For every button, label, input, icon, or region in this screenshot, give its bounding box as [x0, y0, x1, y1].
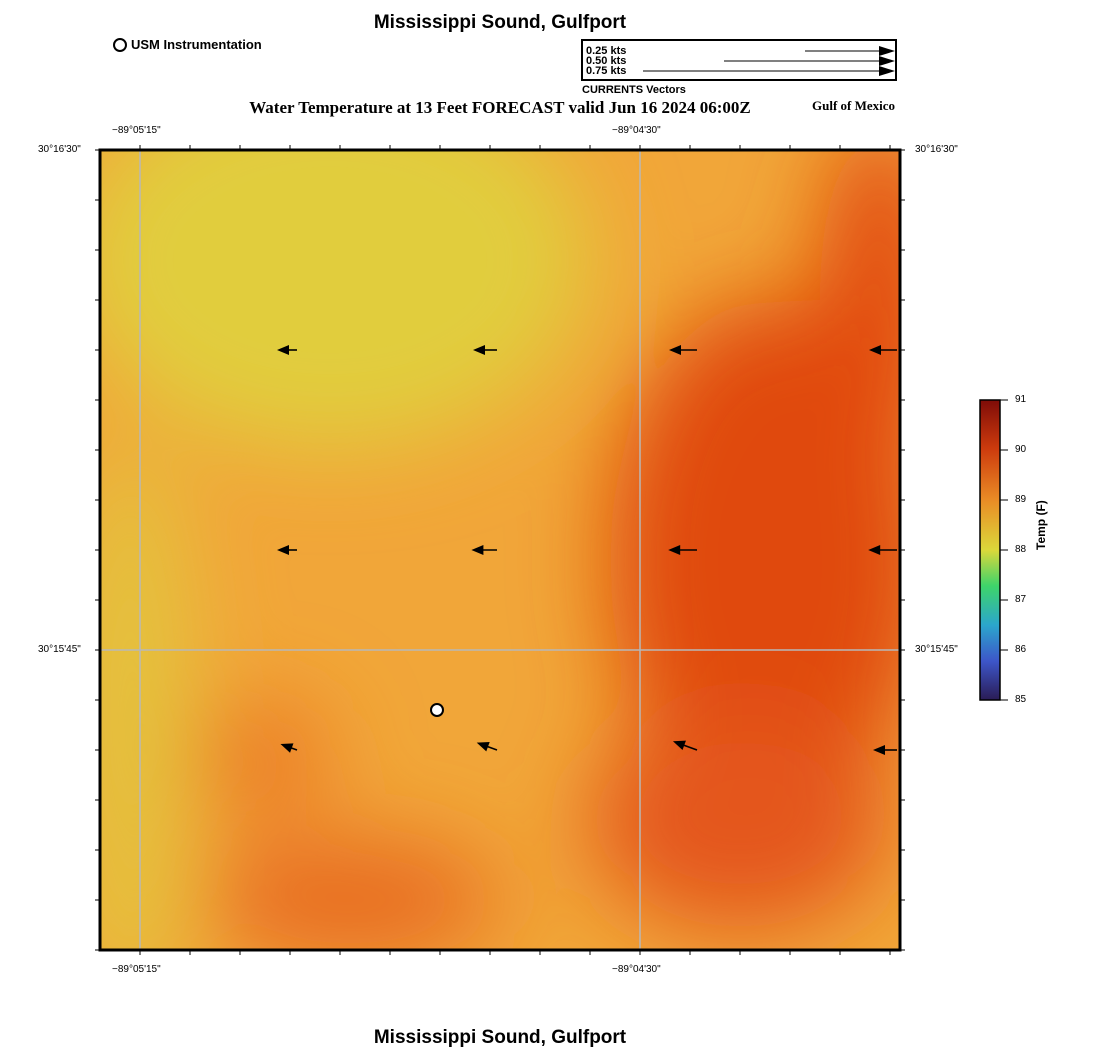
colorbar-tick-85: 85: [1015, 694, 1027, 705]
colorbar-ticks: [1000, 399, 1008, 701]
current-vector-scale: 0.25 kts 0.50 kts 0.75 kts: [581, 39, 897, 81]
current-vector-head: [473, 345, 485, 355]
right-lat-label-1: 30°16'30": [915, 144, 958, 155]
vector-caption: CURRENTS Vectors: [582, 84, 686, 96]
current-vector-head: [869, 345, 881, 355]
current-vectors: [277, 345, 897, 755]
colorbar-title: Temp (F): [1034, 500, 1048, 550]
station-marker-icon: [113, 37, 127, 52]
current-vector-head: [672, 740, 686, 751]
current-vector-head: [280, 743, 294, 753]
left-lat-label-2: 30°15'45": [38, 644, 81, 655]
vector-scale-label-3: 0.75 kts: [586, 65, 627, 77]
temperature-field: [100, 150, 900, 950]
top-lon-label-2: −89°04'30": [612, 125, 661, 136]
gridlines: [100, 150, 900, 950]
bottom-lon-label-1: −89°05'15": [112, 964, 161, 975]
current-vector-head: [668, 545, 681, 555]
axis-ticks: [95, 145, 905, 955]
colorbar-tick-86: 86: [1015, 644, 1027, 655]
current-vector-head: [476, 742, 490, 752]
colorbar-tick-89: 89: [1015, 494, 1027, 505]
top-lon-label-1: −89°05'15": [112, 125, 161, 136]
current-vector-head: [277, 345, 289, 355]
scale-arrow-head-2: [879, 56, 895, 66]
field-warm-southwest: [200, 840, 500, 950]
vector-scale-arrows: [643, 46, 895, 76]
field-yellow-zone: [100, 150, 590, 450]
current-vector-head: [471, 545, 484, 555]
current-vector-head: [669, 345, 681, 355]
colorbar-tick-87: 87: [1015, 594, 1027, 605]
right-lat-label-2: 30°15'45": [915, 644, 958, 655]
bottom-lon-label-2: −89°04'30": [612, 964, 661, 975]
map-title: Water Temperature at 13 Feet FORECAST va…: [249, 98, 751, 117]
colorbar-tick-88: 88: [1015, 544, 1027, 555]
region-label: Gulf of Mexico: [812, 98, 896, 113]
left-lat-label-1: 30°16'30": [38, 144, 81, 155]
page-title: Mississippi Sound, Gulfport: [373, 12, 627, 33]
field-warm-south: [590, 710, 890, 930]
colorbar-tick-91: 91: [1015, 394, 1027, 405]
field-yellow-west: [100, 440, 190, 950]
current-vector-head: [277, 545, 289, 555]
colorbar-tick-90: 90: [1015, 444, 1027, 455]
current-vector-head: [868, 545, 881, 555]
current-vector-head: [873, 745, 885, 755]
footer-title: Mississippi Sound, Gulfport: [373, 1027, 627, 1048]
field-warm-west: [190, 700, 330, 820]
field-yellow-sw: [100, 870, 170, 950]
vector-scale-label-1: 0.25 kts: [586, 45, 627, 57]
scale-arrow-head-3: [879, 66, 895, 76]
vector-scale-label-2: 0.50 kts: [586, 55, 627, 67]
station-marker[interactable]: [430, 703, 444, 717]
station-legend: USM Instrumentation: [113, 37, 262, 52]
field-warm-core: [610, 300, 900, 820]
field-warm-north: [820, 150, 900, 480]
station-legend-label: USM Instrumentation: [131, 37, 262, 52]
colorbar: [979, 399, 1001, 701]
scale-arrow-head-1: [879, 46, 895, 56]
